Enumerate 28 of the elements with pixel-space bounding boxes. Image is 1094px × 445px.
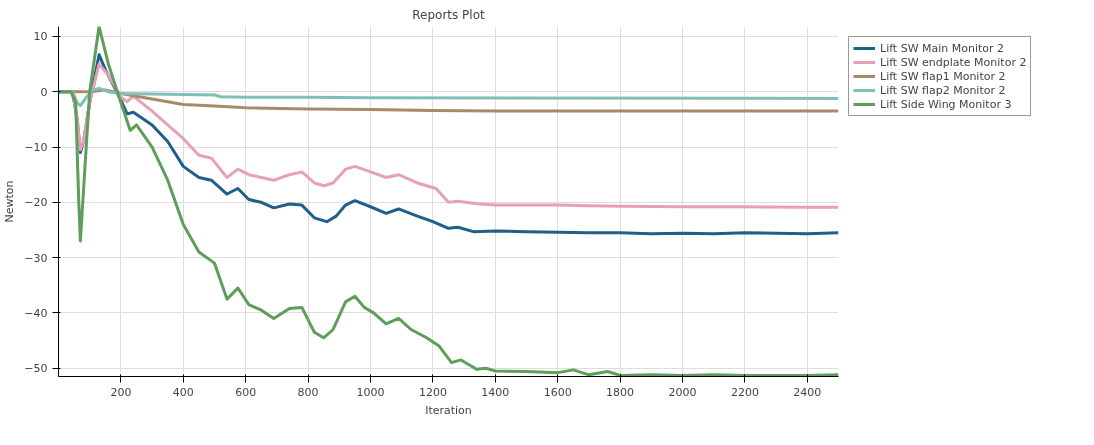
y-tick-label: −10 — [24, 141, 48, 155]
legend-label: Lift Side Wing Monitor 3 — [880, 97, 1012, 111]
x-tick-label: 2400 — [793, 385, 822, 399]
x-tick-label: 600 — [235, 385, 257, 399]
x-tick-label: 2000 — [668, 385, 697, 399]
line-series — [58, 26, 839, 377]
x-tick-label: 200 — [110, 385, 132, 399]
y-axis-title: Newton — [3, 180, 17, 223]
x-tick-label: 1600 — [543, 385, 572, 399]
y-tick-label: 10 — [33, 30, 48, 44]
y-tick-label: −40 — [24, 306, 48, 320]
chart-title: Reports Plot — [412, 7, 486, 22]
legend-label: Lift SW Main Monitor 2 — [880, 41, 1005, 55]
y-tick-label: −50 — [24, 362, 48, 376]
x-tick-label: 1800 — [606, 385, 635, 399]
x-tick-label: 800 — [297, 385, 319, 399]
y-tick-label: 0 — [40, 85, 48, 99]
x-axis-title: Iteration — [425, 403, 472, 417]
x-tick-label: 1200 — [418, 385, 447, 399]
y-tick-label: −20 — [24, 196, 48, 210]
x-tick-label: 2200 — [730, 385, 759, 399]
legend-label: Lift SW endplate Monitor 2 — [880, 55, 1027, 69]
legend-label: Lift SW flap2 Monitor 2 — [880, 83, 1006, 97]
legend-label: Lift SW flap1 Monitor 2 — [880, 69, 1006, 83]
x-tick-label: 1000 — [356, 385, 385, 399]
x-tick-label: 400 — [172, 385, 194, 399]
y-tick-label: −30 — [24, 251, 48, 265]
x-tick-label: 1400 — [481, 385, 510, 399]
